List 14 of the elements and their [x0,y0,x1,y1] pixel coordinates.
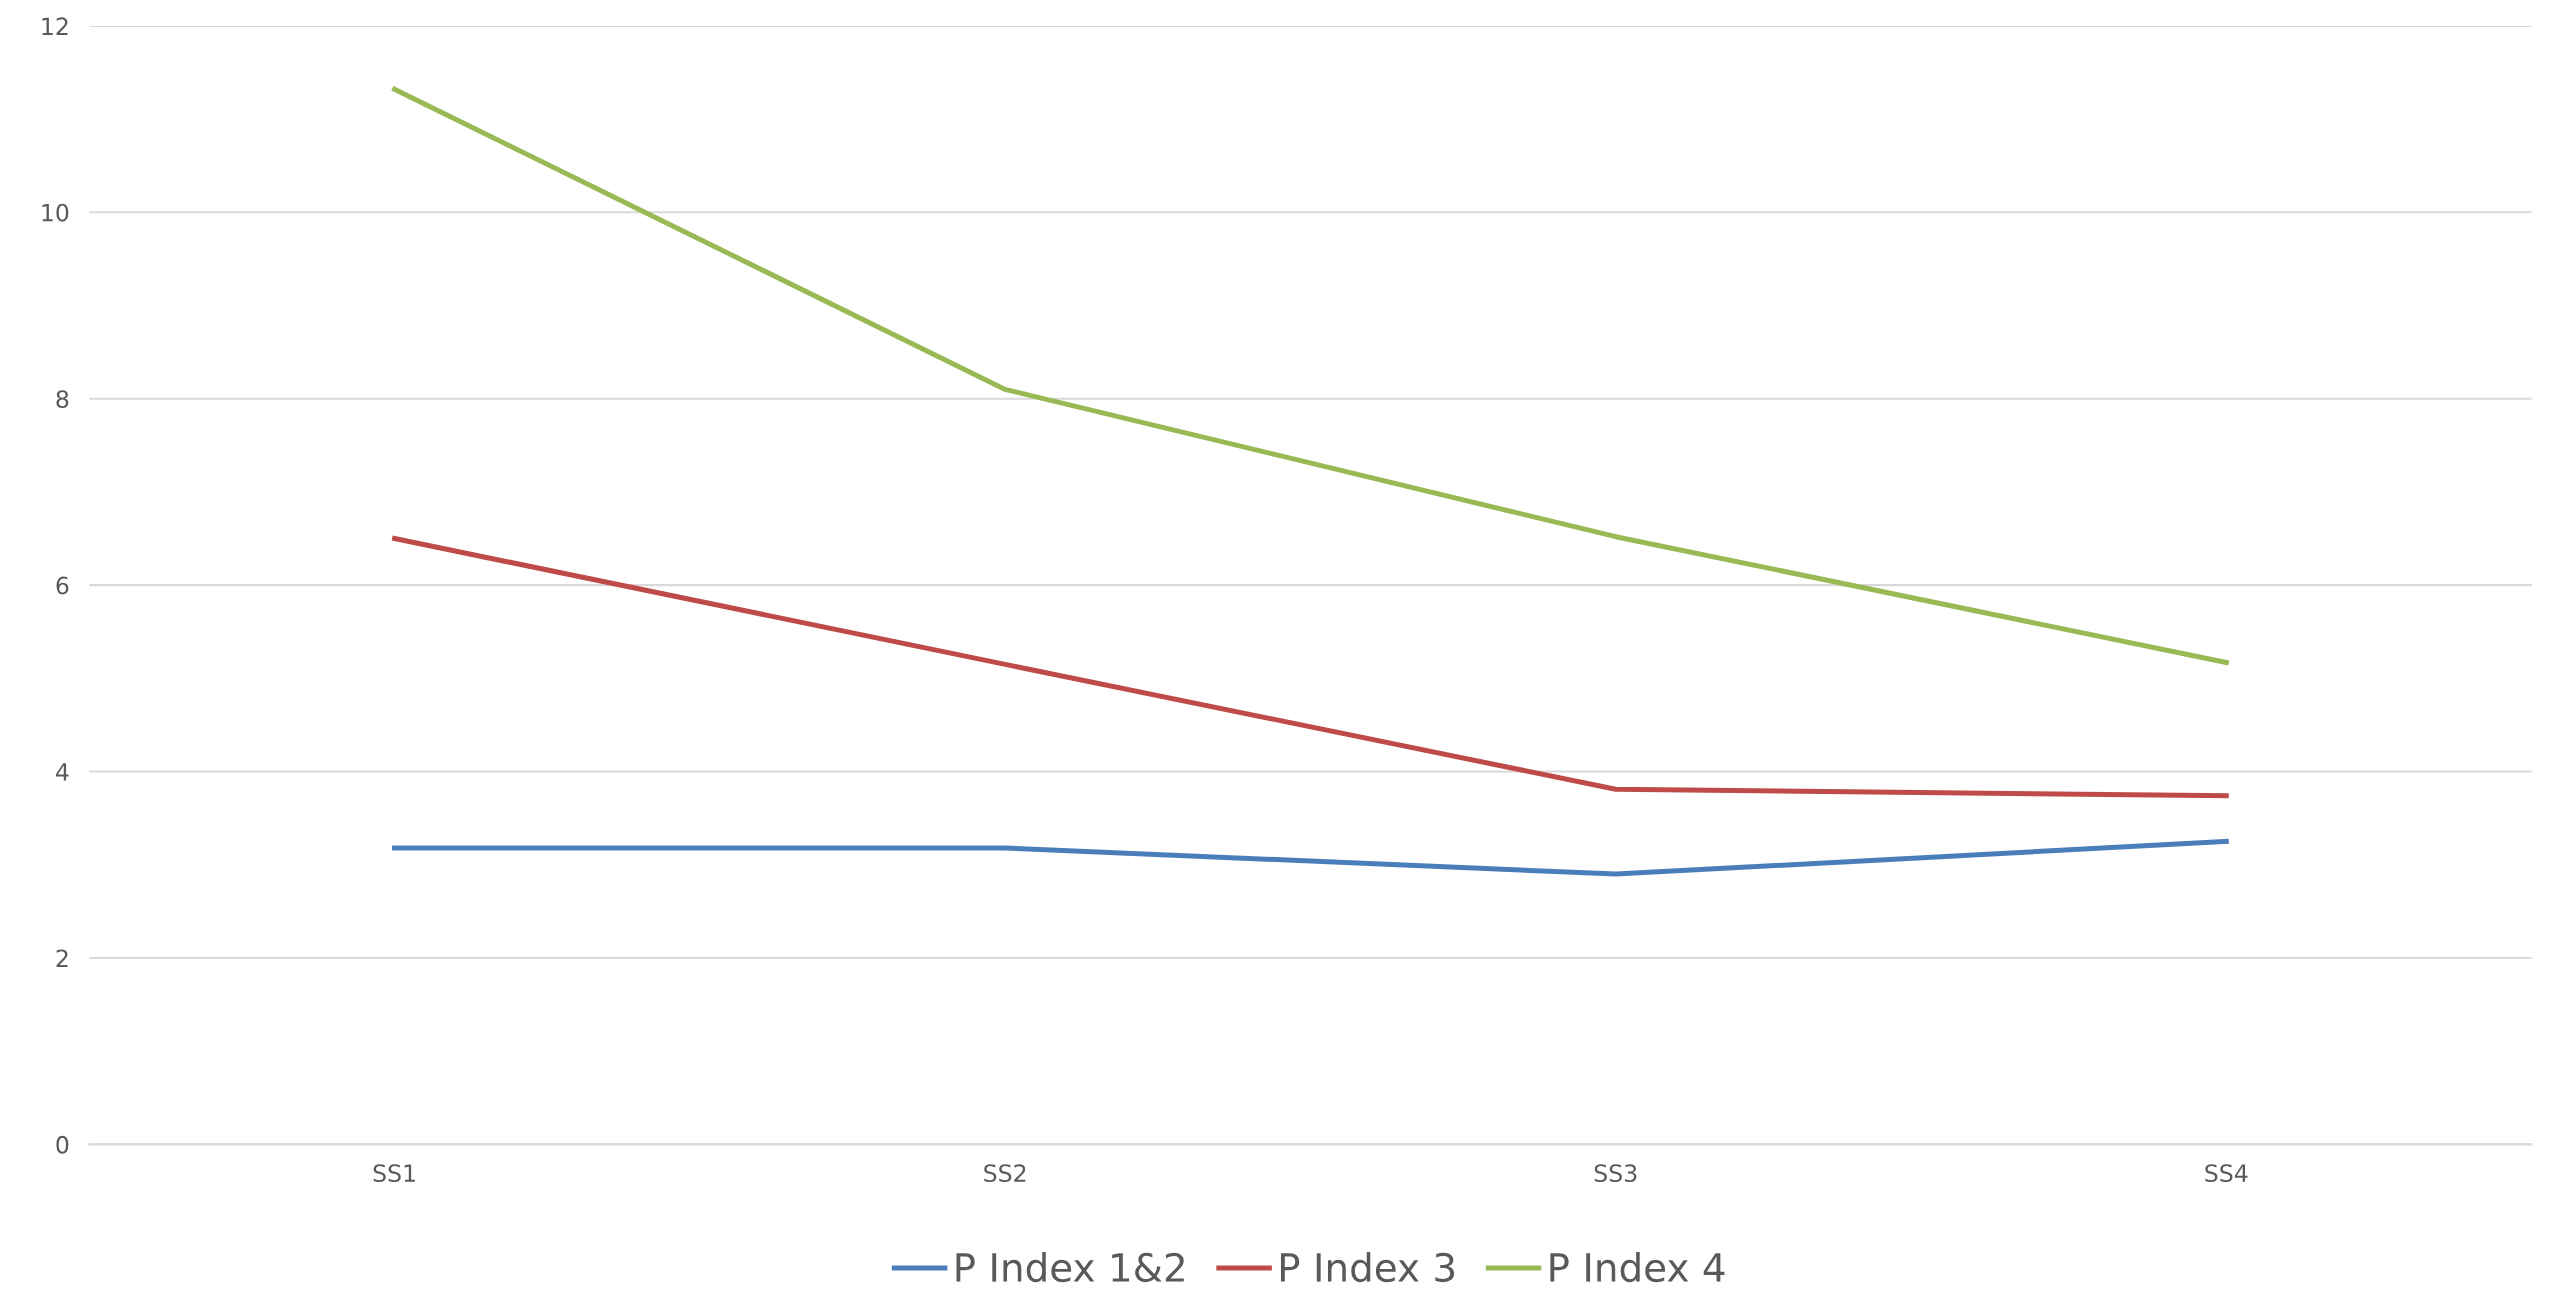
x-tick-label: SS1 [373,1164,415,1183]
x-tick-label: SS4 [2205,1164,2248,1183]
legend-label: P Index 1&2 [956,1252,1184,1283]
y-tick-label: 2 [56,949,68,967]
y-tick-label: 10 [42,203,69,222]
y-tick-label: 0 [56,1135,69,1154]
x-tick-label: SS3 [1594,1164,1637,1183]
y-tick-label: 6 [56,576,69,595]
y-tick-label: 12 [42,17,68,35]
legend-label: P Index 3 [1280,1252,1455,1283]
y-tick-label: 4 [56,763,69,781]
y-tick-label: 8 [56,390,69,409]
legend-label: P Index 4 [1550,1252,1725,1283]
x-tick-label: SS2 [984,1164,1026,1183]
